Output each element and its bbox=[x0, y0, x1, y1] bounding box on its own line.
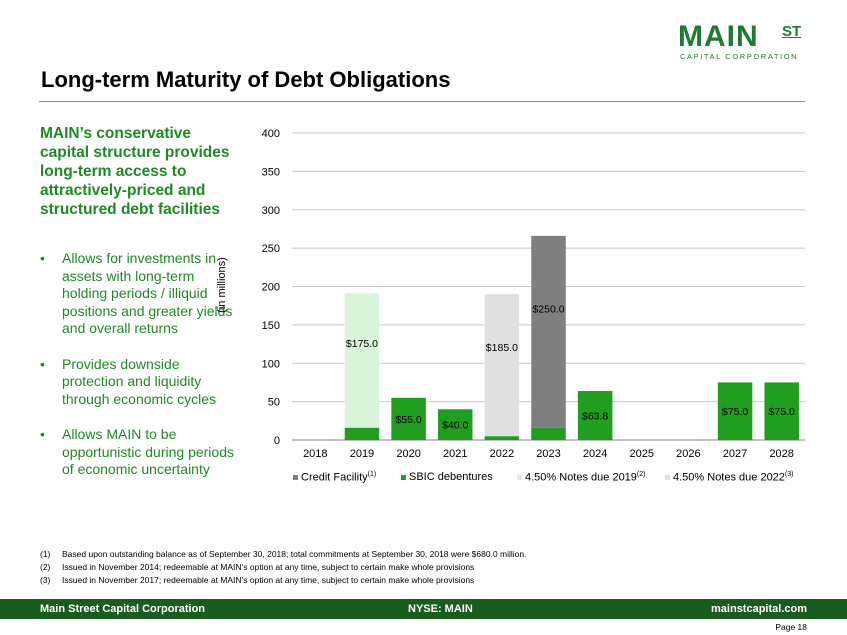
footnote-text: Based upon outstanding balance as of Sep… bbox=[62, 549, 527, 559]
x-tick-label: 2021 bbox=[443, 448, 467, 460]
chart-bar bbox=[764, 382, 799, 440]
page-number: Page 18 bbox=[775, 622, 807, 632]
y-tick-label: 50 bbox=[268, 397, 280, 409]
legend-label: SBIC debentures bbox=[409, 471, 493, 483]
legend-swatch-sbic bbox=[401, 474, 406, 480]
y-tick-label: 0 bbox=[274, 435, 280, 447]
x-tick-label: 2026 bbox=[676, 448, 700, 460]
chart-bar bbox=[344, 293, 380, 428]
footnote: (1) Based upon outstanding balance as of … bbox=[40, 548, 810, 561]
bullet-item: • Allows MAIN to be opportunistic during … bbox=[40, 426, 240, 479]
bullet-item: • Allows for investments in assets with l… bbox=[40, 250, 240, 338]
data-label: $63.8 bbox=[582, 411, 608, 423]
bullet-text: Provides downside protection and liquidi… bbox=[62, 355, 217, 407]
legend-item-notes-2019: 4.50% Notes due 2019(2) bbox=[517, 471, 645, 484]
footnote: (3) Issued in November 2017; redeemable a… bbox=[40, 574, 810, 587]
chart-bar bbox=[577, 391, 613, 440]
data-label: $250.0 bbox=[532, 304, 564, 316]
title-divider bbox=[39, 101, 805, 102]
chart-bar bbox=[437, 409, 473, 440]
legend-label: 4.50% Notes due 2022 bbox=[673, 471, 785, 484]
legend-label: Credit Facility bbox=[301, 471, 368, 484]
x-tick-label: 2024 bbox=[583, 448, 607, 460]
data-label: $75.0 bbox=[722, 406, 748, 418]
bullet-text: Allows for investments in assets with lo… bbox=[62, 250, 233, 336]
logo-subtitle: CAPITAL CORPORATION bbox=[680, 52, 799, 61]
footnote-number: (3) bbox=[40, 575, 51, 585]
footer-company: Main Street Capital Corporation bbox=[40, 603, 206, 615]
y-tick-label: 350 bbox=[262, 166, 280, 178]
footnote-text: Issued in November 2017; redeemable at M… bbox=[62, 575, 475, 585]
footnote-number: (1) bbox=[40, 549, 51, 559]
x-tick-label: 2019 bbox=[350, 448, 374, 460]
legend-footnote-ref: (1) bbox=[367, 471, 377, 478]
legend-item-notes-2022: 4.50% Notes due 2022(3) bbox=[665, 471, 793, 484]
company-logo: MAIN ST CAPITAL CORPORATION bbox=[678, 22, 818, 62]
footer-website[interactable]: mainstcapital.com bbox=[711, 603, 807, 615]
legend-swatch-notes-2022 bbox=[665, 475, 670, 481]
bullet-text: Allows MAIN to be opportunistic during p… bbox=[62, 426, 234, 477]
debt-maturity-chart: 0 50 100 150 200 250 300 350 400 2018 2019 2020 2021… bbox=[262, 128, 805, 460]
footnote: (2) Issued in November 2014; redeemable a… bbox=[40, 561, 810, 574]
x-tick-label: 2023 bbox=[536, 448, 560, 460]
logo-main-text: MAIN bbox=[678, 20, 759, 53]
data-label: $75.0 bbox=[769, 406, 795, 418]
data-label: $175.0 bbox=[346, 338, 378, 350]
chart-bar bbox=[344, 427, 380, 440]
y-tick-label: 400 bbox=[262, 128, 280, 140]
footer-ticker: NYSE: MAIN bbox=[408, 603, 473, 615]
legend-label: 4.50% Notes due 2019 bbox=[525, 471, 637, 484]
y-tick-label: 200 bbox=[262, 282, 280, 294]
y-tick-label: 100 bbox=[262, 358, 280, 370]
chart-bar bbox=[484, 294, 520, 437]
x-tick-label: 2027 bbox=[723, 448, 747, 460]
y-tick-label: 300 bbox=[262, 205, 280, 217]
x-tick-label: 2022 bbox=[490, 448, 514, 460]
footnotes: (1) Based upon outstanding balance as of … bbox=[40, 548, 810, 587]
y-tick-label: 250 bbox=[262, 243, 280, 255]
footer-bar: Main Street Capital Corporation NYSE: MA… bbox=[0, 599, 847, 619]
legend-swatch-credit-facility bbox=[293, 475, 298, 481]
y-tick-label: 150 bbox=[262, 320, 280, 332]
x-tick-label: 2025 bbox=[630, 448, 654, 460]
data-label: $185.0 bbox=[486, 342, 518, 354]
legend-footnote-ref: (3) bbox=[784, 471, 794, 478]
footnote-text: Issued in November 2014; redeemable at M… bbox=[62, 562, 475, 572]
chart-bar bbox=[531, 427, 566, 440]
bullet-icon: • bbox=[40, 250, 45, 266]
chart-bar bbox=[391, 397, 426, 440]
x-tick-label: 2018 bbox=[303, 448, 327, 460]
legend-footnote-ref: (2) bbox=[636, 471, 646, 478]
chart-bar bbox=[717, 382, 753, 440]
bullet-list: • Allows for investments in assets with l… bbox=[40, 250, 240, 497]
bullet-icon: • bbox=[40, 426, 45, 442]
chart-bar bbox=[531, 235, 566, 428]
chart-legend: Credit Facility(1) SBIC debentures 4.50%… bbox=[293, 471, 803, 487]
footnote-number: (2) bbox=[40, 562, 51, 572]
bullet-item: • Provides downside protection and liquid… bbox=[40, 356, 240, 409]
logo-st-text: ST bbox=[782, 23, 802, 40]
data-label: $55.0 bbox=[395, 414, 421, 426]
bullet-icon: • bbox=[40, 355, 45, 372]
legend-item-sbic: SBIC debentures bbox=[401, 471, 493, 483]
legend-item-credit-facility: Credit Facility(1) bbox=[293, 471, 376, 484]
data-label: $40.0 bbox=[442, 420, 468, 432]
page-title: Long-term Maturity of Debt Obligations bbox=[41, 67, 451, 92]
legend-swatch-notes-2019 bbox=[517, 475, 522, 481]
x-tick-label: 2020 bbox=[396, 448, 420, 460]
headline: MAIN’s conservative capital structure pr… bbox=[40, 125, 230, 218]
x-tick-label: 2028 bbox=[769, 448, 793, 460]
chart-bar bbox=[484, 436, 520, 440]
